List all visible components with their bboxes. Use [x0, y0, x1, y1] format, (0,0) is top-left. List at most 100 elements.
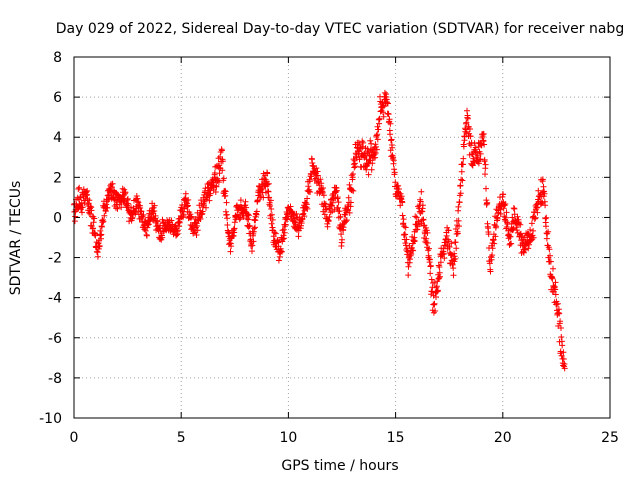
data-point	[530, 234, 537, 241]
data-point	[284, 216, 291, 223]
data-point	[338, 231, 345, 238]
y-tick-label: 6	[53, 90, 62, 106]
y-tick-label: 4	[53, 130, 62, 146]
data-point	[502, 214, 509, 221]
data-point	[188, 213, 195, 220]
grid-lines	[74, 57, 610, 418]
data-point	[448, 240, 455, 247]
data-point	[413, 214, 420, 221]
data-point	[98, 223, 105, 230]
data-point	[404, 248, 411, 255]
data-point	[489, 252, 496, 259]
data-point	[450, 265, 457, 272]
data-point	[517, 221, 524, 228]
data-point	[329, 192, 336, 199]
data-point	[388, 136, 395, 143]
data-point	[485, 231, 492, 238]
data-point	[398, 193, 405, 200]
data-point	[385, 111, 392, 118]
data-point	[400, 216, 407, 223]
data-point	[100, 218, 107, 225]
data-point	[320, 185, 326, 191]
data-point	[138, 208, 145, 215]
data-point	[508, 240, 515, 247]
data-point	[463, 119, 470, 126]
data-point	[451, 253, 458, 260]
data-point	[349, 187, 356, 194]
data-point	[452, 239, 459, 246]
data-point	[336, 208, 343, 215]
y-tick-label: -4	[48, 291, 62, 307]
data-point	[268, 211, 275, 218]
data-point	[132, 209, 139, 216]
data-point	[279, 248, 285, 255]
data-point	[88, 207, 95, 214]
data-point	[193, 232, 200, 238]
data-point	[399, 199, 406, 206]
data-point	[304, 195, 311, 202]
data-point	[542, 202, 549, 209]
data-point	[343, 218, 349, 225]
data-point	[213, 183, 220, 190]
data-point	[295, 233, 302, 240]
data-point	[220, 175, 227, 182]
data-point	[534, 204, 541, 211]
data-point	[433, 294, 439, 300]
data-point	[376, 115, 383, 122]
data-point	[159, 234, 166, 241]
data-point	[482, 171, 488, 178]
data-point	[98, 231, 105, 238]
data-point	[547, 258, 554, 265]
data-point	[480, 130, 487, 137]
data-point	[387, 120, 394, 127]
data-point	[543, 223, 549, 230]
data-point	[481, 141, 488, 148]
data-point	[264, 170, 271, 177]
data-point	[549, 275, 556, 282]
data-point	[560, 356, 567, 362]
data-point	[79, 209, 85, 216]
data-point	[487, 268, 494, 275]
data-point	[532, 215, 539, 222]
data-point	[403, 236, 410, 243]
data-point	[426, 256, 433, 263]
data-point	[456, 223, 462, 230]
data-point	[346, 181, 353, 188]
data-point	[513, 227, 520, 234]
data-point	[313, 165, 320, 172]
data-point	[482, 161, 489, 168]
data-point	[217, 149, 224, 155]
data-point	[480, 138, 487, 145]
data-point	[207, 190, 214, 197]
data-point	[365, 160, 371, 167]
data-point	[219, 167, 226, 174]
data-point	[125, 200, 132, 207]
data-point	[541, 190, 548, 197]
data-point	[464, 115, 471, 122]
data-point	[426, 245, 432, 252]
data-point	[237, 197, 244, 204]
data-point	[268, 220, 275, 227]
data-point	[84, 187, 91, 194]
data-point	[317, 176, 324, 183]
data-point	[488, 256, 495, 263]
data-point	[166, 222, 173, 229]
data-point	[458, 168, 465, 175]
data-point	[371, 151, 378, 158]
data-point	[527, 226, 534, 233]
data-point	[206, 197, 213, 204]
data-point	[428, 276, 435, 283]
data-point	[264, 181, 271, 188]
data-point	[391, 166, 398, 173]
data-point	[477, 150, 484, 157]
x-tick-label: 10	[279, 430, 297, 446]
data-point	[252, 224, 258, 231]
data-point	[253, 208, 260, 215]
data-point	[334, 194, 341, 201]
data-point	[464, 107, 470, 114]
data-point	[218, 147, 225, 154]
data-point	[216, 162, 223, 169]
data-point	[412, 213, 419, 220]
data-point	[224, 222, 231, 228]
data-point	[128, 215, 135, 222]
